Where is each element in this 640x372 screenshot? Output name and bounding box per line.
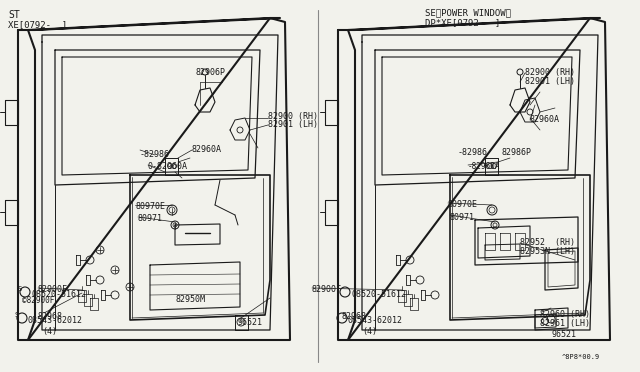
Text: 96521: 96521	[238, 318, 263, 327]
Text: -82960A: -82960A	[468, 162, 500, 171]
Text: 82960A: 82960A	[192, 145, 222, 154]
Text: 08543-62012: 08543-62012	[348, 316, 403, 325]
Text: DP*XE[0792-  ]: DP*XE[0792- ]	[425, 18, 500, 27]
Text: 0-82960A: 0-82960A	[148, 162, 188, 171]
Text: -82986: -82986	[458, 148, 488, 157]
Text: ^8P8*00.9: ^8P8*00.9	[562, 354, 600, 360]
Text: 82960A: 82960A	[530, 115, 560, 124]
Text: 80971: 80971	[450, 213, 475, 222]
Text: SE〈POWER WINDOW〉: SE〈POWER WINDOW〉	[425, 8, 511, 17]
Text: 96521: 96521	[552, 330, 577, 339]
Text: XE[0792-  ]: XE[0792- ]	[8, 20, 67, 29]
Text: 82960 (RH): 82960 (RH)	[540, 310, 590, 319]
Text: 82900F: 82900F	[38, 285, 68, 294]
Text: 82968: 82968	[342, 312, 367, 321]
Text: 82900 (RH): 82900 (RH)	[525, 68, 575, 77]
Text: S: S	[18, 286, 22, 292]
Text: S: S	[15, 312, 19, 318]
Text: 82953N (LH): 82953N (LH)	[520, 247, 575, 256]
Text: (4): (4)	[362, 327, 377, 336]
Text: 80970E: 80970E	[135, 202, 165, 211]
Text: ST: ST	[8, 10, 20, 20]
Text: 08520-51612: 08520-51612	[31, 290, 86, 299]
Text: 82986P: 82986P	[502, 148, 532, 157]
Text: 82901 (LH): 82901 (LH)	[268, 120, 318, 129]
Text: 08543-62012: 08543-62012	[28, 316, 83, 325]
Text: 82950M: 82950M	[175, 295, 205, 304]
Text: 82906P: 82906P	[195, 68, 225, 77]
Text: 08520-51612: 08520-51612	[351, 290, 406, 299]
Text: 82952  (RH): 82952 (RH)	[520, 238, 575, 247]
Text: 80971: 80971	[138, 214, 163, 223]
Text: -82986: -82986	[140, 150, 170, 159]
Text: 82961 (LH): 82961 (LH)	[540, 319, 590, 328]
Text: 80970E: 80970E	[448, 200, 478, 209]
Text: 82900 (RH): 82900 (RH)	[268, 112, 318, 121]
Text: ©82900F: ©82900F	[22, 296, 54, 305]
Text: (4): (4)	[42, 327, 57, 336]
Text: 82901 (LH): 82901 (LH)	[525, 77, 575, 86]
Text: 82900F: 82900F	[312, 285, 342, 294]
Text: 82968: 82968	[38, 312, 63, 321]
